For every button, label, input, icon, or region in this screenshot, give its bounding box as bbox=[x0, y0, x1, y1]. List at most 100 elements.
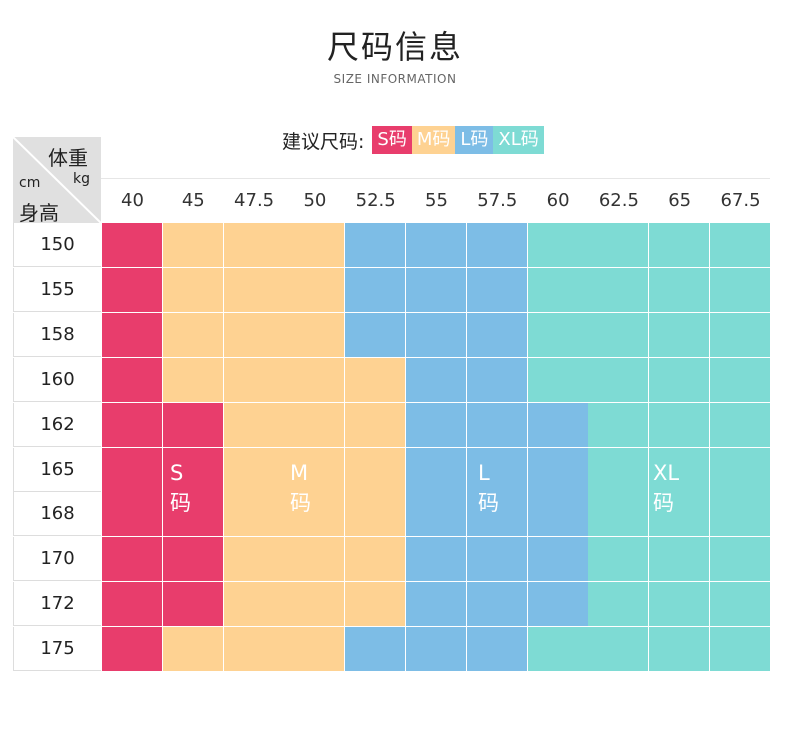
size-cell-l bbox=[345, 267, 406, 312]
size-cell-l bbox=[406, 627, 466, 672]
size-cell-xl bbox=[710, 402, 770, 447]
size-cell-xl bbox=[588, 537, 649, 582]
size-cell-xl bbox=[649, 357, 710, 402]
size-cell-m bbox=[284, 537, 345, 582]
size-cell-s bbox=[102, 223, 162, 267]
height-row-header: 175 bbox=[13, 627, 101, 672]
size-cell-s bbox=[102, 537, 162, 582]
size-cell-m bbox=[284, 402, 345, 447]
weight-header-cell: 60 bbox=[546, 190, 570, 211]
size-cell-xl bbox=[649, 267, 710, 312]
size-cell-xl bbox=[588, 492, 649, 537]
size-cell-l bbox=[466, 447, 527, 492]
size-cell-xl bbox=[649, 402, 710, 447]
size-cell-s bbox=[162, 447, 223, 492]
size-cell-m bbox=[223, 582, 284, 627]
weight-header-cell: 40 bbox=[121, 190, 144, 211]
size-cell-l bbox=[406, 447, 466, 492]
height-row-header: 165 bbox=[13, 447, 101, 492]
size-cell-l bbox=[466, 267, 527, 312]
size-cell-l bbox=[345, 627, 406, 672]
size-cell-s bbox=[102, 582, 162, 627]
zone-label-xl: XL码 bbox=[653, 461, 680, 515]
size-cell-xl bbox=[710, 447, 770, 492]
size-cell-m bbox=[345, 582, 406, 627]
legend-chip-s: S码 bbox=[372, 126, 412, 154]
size-cell-m bbox=[345, 447, 406, 492]
weight-header-cell: 50 bbox=[303, 190, 327, 211]
size-cell-xl bbox=[588, 582, 649, 627]
size-cell-xl bbox=[588, 402, 649, 447]
size-cell-l bbox=[406, 357, 466, 402]
size-cell-xl bbox=[588, 627, 649, 672]
table-corner-header: 体重 kg cm 身高 bbox=[13, 137, 101, 223]
height-row-header: 162 bbox=[13, 402, 101, 447]
size-cell-l bbox=[466, 223, 527, 267]
size-cell-xl bbox=[649, 492, 710, 537]
size-cell-m bbox=[223, 312, 284, 357]
size-cell-l bbox=[466, 627, 527, 672]
size-cell-m bbox=[162, 223, 223, 267]
size-cell-m bbox=[223, 357, 284, 402]
weight-header-cell: 62.5 bbox=[598, 190, 639, 211]
weight-header-cell: 52.5 bbox=[355, 190, 396, 211]
size-cell-l bbox=[527, 537, 588, 582]
size-cell-xl bbox=[710, 492, 770, 537]
size-cell-xl bbox=[588, 267, 649, 312]
size-cell-m bbox=[284, 357, 345, 402]
size-cell-s bbox=[102, 312, 162, 357]
size-cell-l bbox=[466, 312, 527, 357]
size-cell-xl bbox=[649, 447, 710, 492]
size-cell-s bbox=[102, 402, 162, 447]
height-row-header: 150 bbox=[13, 223, 101, 267]
weight-header-cell: 47.5 bbox=[234, 190, 275, 211]
size-cell-l bbox=[345, 223, 406, 267]
size-cell-m bbox=[345, 402, 406, 447]
size-cell-m bbox=[284, 447, 345, 492]
size-cell-xl bbox=[710, 582, 770, 627]
size-cell-l bbox=[527, 402, 588, 447]
size-cell-xl bbox=[588, 312, 649, 357]
size-cell-s bbox=[102, 357, 162, 402]
size-cell-m bbox=[223, 223, 284, 267]
size-cell-m bbox=[284, 312, 345, 357]
size-cell-l bbox=[406, 312, 466, 357]
legend-chip-l: L码 bbox=[455, 126, 494, 154]
size-cell-l bbox=[406, 492, 466, 537]
legend-chip-m: M码 bbox=[411, 126, 456, 154]
corner-weight-label: 体重 bbox=[48, 146, 88, 170]
size-cell-l bbox=[466, 537, 527, 582]
height-row-header: 160 bbox=[13, 357, 101, 402]
weight-header-cell: 57.5 bbox=[477, 190, 518, 211]
size-cell-s bbox=[162, 582, 223, 627]
weight-header-cell: 45 bbox=[181, 190, 205, 211]
size-cell-m bbox=[223, 402, 284, 447]
size-cell-l bbox=[527, 492, 588, 537]
size-cell-xl bbox=[588, 447, 649, 492]
size-cell-m bbox=[223, 537, 284, 582]
size-cell-xl bbox=[710, 312, 770, 357]
size-cell-l bbox=[466, 582, 527, 627]
size-cell-m bbox=[223, 267, 284, 312]
height-row-header: 170 bbox=[13, 537, 101, 582]
size-cell-m bbox=[162, 357, 223, 402]
size-cell-m bbox=[223, 447, 284, 492]
size-cell-s bbox=[102, 627, 162, 672]
size-cell-xl bbox=[649, 312, 710, 357]
size-cell-s bbox=[102, 492, 162, 537]
legend-chip-xl: XL码 bbox=[493, 126, 544, 154]
size-cell-l bbox=[406, 582, 466, 627]
weight-header-cell: 65 bbox=[668, 190, 692, 211]
size-cell-xl bbox=[527, 267, 588, 312]
page-subtitle: SIZE INFORMATION bbox=[333, 72, 457, 86]
corner-cm-label: cm bbox=[19, 175, 41, 191]
zone-label-l: L码 bbox=[478, 461, 499, 515]
size-cell-s bbox=[162, 537, 223, 582]
size-cell-s bbox=[162, 402, 223, 447]
size-cell-xl bbox=[527, 223, 588, 267]
size-cell-m bbox=[223, 627, 284, 672]
height-row-header: 168 bbox=[13, 492, 101, 537]
size-cell-l bbox=[527, 582, 588, 627]
size-cell-m bbox=[284, 492, 345, 537]
size-cell-m bbox=[284, 582, 345, 627]
